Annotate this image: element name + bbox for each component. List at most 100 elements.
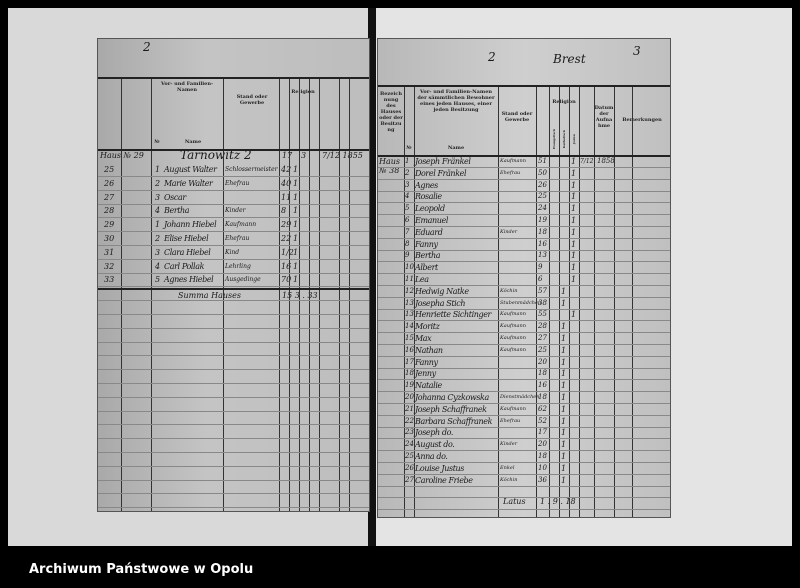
person-name: Johanna Cyzkowska [415, 393, 489, 402]
religion-mark: 1 [293, 261, 299, 271]
person-name: Natalie [415, 381, 442, 391]
page-mark: 2 [488, 50, 496, 64]
occupation: Kaufmann [500, 323, 526, 330]
archive-watermark: Archiwum Państwowe w Opolu [29, 562, 254, 577]
age: 25 [538, 345, 547, 354]
row-rule [378, 296, 670, 298]
entry-number: 2 [405, 168, 410, 177]
person-name: Dorel Fränkel [415, 168, 467, 178]
entry-number: 6 [405, 216, 410, 224]
row-rule [98, 493, 369, 495]
entry-number: 3 [155, 192, 161, 202]
header-rule [98, 77, 369, 79]
age: 19 [538, 216, 547, 224]
religion-mark: 1 [571, 168, 577, 178]
date: 7/12 [580, 158, 594, 165]
row-number: 32 [104, 261, 115, 271]
row-rule [378, 473, 670, 475]
religion-mark: 1 [293, 178, 299, 188]
row-rule [378, 450, 670, 452]
age: 6 [538, 275, 543, 283]
occupation: Schlossermeister [225, 166, 278, 173]
entry-number: 19 [405, 381, 414, 390]
age: 13 [538, 251, 547, 260]
page-mark: 2 [143, 40, 151, 54]
row-rule [378, 249, 670, 251]
row-number: 33 [104, 275, 115, 285]
row-number: 30 [104, 234, 115, 243]
religion-mark: 1 [571, 251, 577, 261]
occupation: Ehefrau [225, 235, 250, 242]
religion-mark: 1 [571, 310, 577, 320]
page-mark: 3 [633, 44, 641, 58]
age: 27 [538, 334, 547, 342]
religion-mark: 1 [293, 165, 299, 174]
row-rule [378, 403, 670, 404]
row-rule [98, 300, 369, 302]
header-house: Bezeichnung des Hauses oder der Besitzun… [379, 91, 403, 133]
row-number: 29 [104, 220, 115, 230]
religion-mark: 1 [571, 157, 577, 166]
entry-number: 10 [405, 263, 414, 272]
religion-mark: 1 [561, 357, 567, 367]
entry-number: 3 [155, 247, 161, 257]
latus-label: Latus [503, 497, 526, 506]
age: 9 [538, 263, 543, 272]
age: 11 [281, 192, 292, 202]
row-rule [98, 479, 369, 481]
header-no: № [154, 139, 160, 145]
age: 42 [281, 165, 292, 174]
age: 62 [538, 404, 547, 413]
religion-mark: 1 [561, 404, 567, 414]
row-rule [378, 273, 670, 275]
entry-number: 11 [405, 275, 414, 283]
row-rule [98, 245, 369, 246]
column-divider [404, 85, 405, 517]
entry-number: 4 [155, 261, 161, 271]
column-divider [614, 85, 615, 517]
row-rule [98, 231, 369, 233]
person-name: Moritz [415, 322, 440, 332]
row-rule [98, 465, 369, 467]
header-juden: Juden [572, 134, 576, 144]
street: Tarnowitz 2 [180, 148, 252, 162]
age: 52 [538, 416, 547, 425]
row-rule [378, 355, 670, 357]
row-rule [378, 261, 670, 263]
row-rule [378, 509, 670, 511]
header-evangelisch: Evangelisch [552, 128, 556, 150]
religion-mark: 1 [293, 192, 299, 202]
religion-mark: 1 [293, 220, 299, 230]
age: 51 [538, 157, 547, 165]
row-rule [378, 178, 670, 180]
entry-number: 13 [405, 298, 414, 307]
entry-number: 4 [155, 206, 161, 216]
entry-number: 14 [405, 322, 414, 331]
row-rule [378, 202, 670, 204]
row-number: 26 [104, 178, 115, 188]
occupation: Kinder [225, 207, 246, 215]
age: 28 [538, 322, 547, 331]
age: 38 [538, 298, 547, 307]
entry-number: 21 [405, 404, 414, 413]
person-name: Elise Hiebel [164, 234, 209, 243]
header-rule [378, 85, 670, 87]
entry-number: 2 [155, 234, 161, 243]
column-divider [536, 85, 537, 517]
row-rule [98, 452, 369, 453]
row-rule [378, 332, 670, 334]
row-rule [378, 438, 670, 440]
occupation: Stubenmädchen [500, 299, 542, 306]
year: 1858 [597, 157, 615, 165]
religion-mark: 1 [293, 247, 299, 257]
religion-mark: 1 [561, 369, 567, 379]
religion-mark: 1 [571, 275, 577, 284]
entry-number: 5 [155, 275, 161, 285]
entry-number: 25 [405, 452, 414, 460]
header-rule [378, 155, 670, 157]
person-name: Jenny [415, 369, 436, 379]
column-divider [289, 77, 290, 511]
row-rule [98, 424, 369, 426]
row-rule [98, 355, 369, 357]
age: 26 [538, 180, 547, 189]
